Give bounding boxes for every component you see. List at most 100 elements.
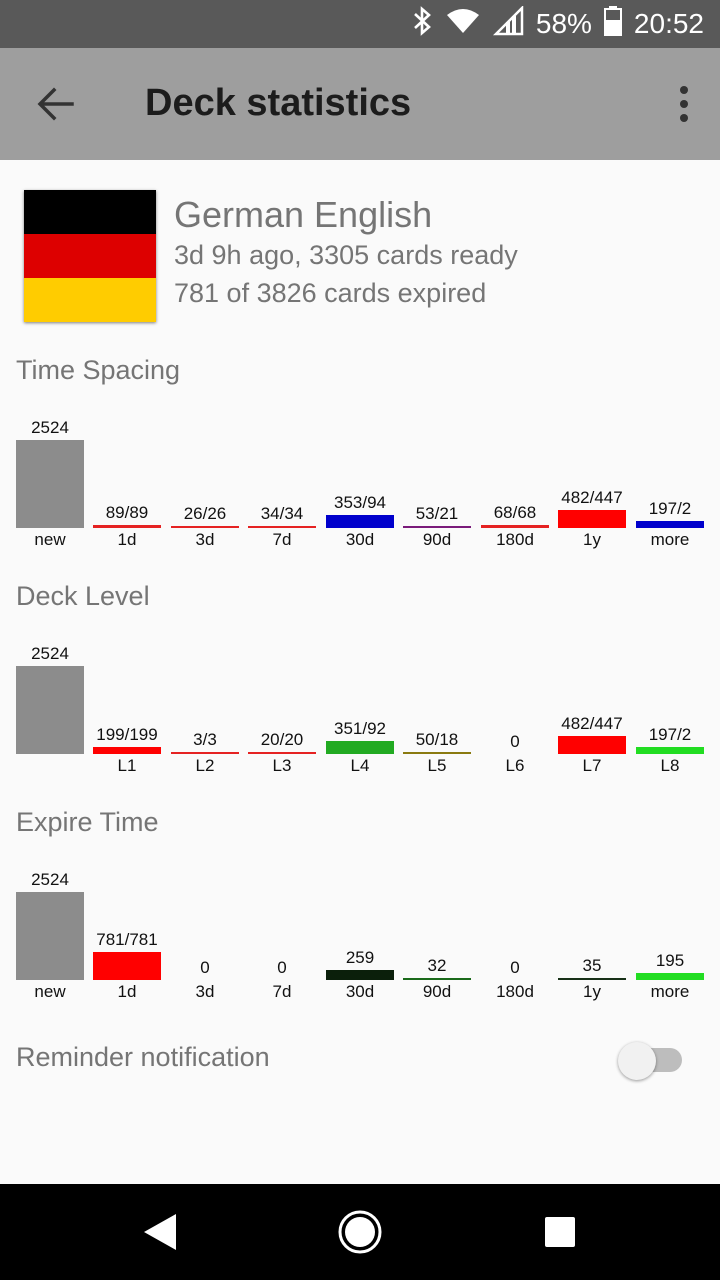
bar	[636, 747, 704, 754]
bar-column: 351/92 L4	[326, 626, 394, 786]
bar-value-label: 351/92	[334, 719, 386, 738]
bar-category-label: L5	[427, 756, 447, 775]
bar-column: 0 7d	[248, 852, 316, 1012]
bar-value-label: 195	[655, 951, 685, 970]
bar-category-label: 90d	[422, 530, 452, 549]
recents-square-icon[interactable]	[536, 1208, 584, 1256]
arrow-left-icon[interactable]	[28, 76, 84, 132]
section-title-time-spacing: Time Spacing	[16, 355, 181, 385]
bar	[403, 526, 471, 528]
bar-value-label: 68/68	[493, 503, 537, 522]
bar-category-label: 90d	[422, 982, 452, 1001]
bar	[248, 752, 316, 754]
clock: 20:52	[633, 8, 704, 39]
bar-column: 32 90d	[403, 852, 471, 1012]
bar-column: 0 3d	[171, 852, 239, 1012]
bar-column: 26/26 3d	[171, 400, 239, 560]
bar-column: 20/20 L3	[248, 626, 316, 786]
bar-category-label: 7d	[272, 982, 292, 1001]
bar-column: 781/781 1d	[93, 852, 161, 1012]
bar-category-label: more	[650, 530, 690, 549]
time-spacing-chart: 2524 new 89/89 1d 26/26 3d 34/34 7d 353/94 30d 53/…	[0, 400, 720, 560]
bar-column: 195 more	[636, 852, 704, 1012]
bar-column: 199/199 L1	[93, 626, 161, 786]
more-vertical-icon[interactable]	[654, 76, 702, 132]
flag-icon	[24, 190, 156, 322]
bar	[16, 440, 84, 528]
reminder-toggle[interactable]	[618, 1042, 682, 1080]
bar	[326, 741, 394, 754]
app-bar: Deck statistics	[0, 48, 720, 160]
bar-value-label: 32	[427, 956, 447, 975]
bar-category-label: 30d	[345, 982, 375, 1001]
section-title-expire-time: Expire Time	[16, 807, 159, 837]
bar-category-label: new	[34, 530, 66, 549]
navigation-bar	[0, 1184, 720, 1280]
deck-last-review: 3d 9h ago, 3305 cards ready	[174, 240, 518, 270]
bar-column: 482/447 L7	[558, 626, 626, 786]
bar-column: 0 180d	[481, 852, 549, 1012]
expire-time-chart: 2524 new 781/781 1d 0 3d 0 7d 259 30d 32 90d 0 180d 35…	[0, 852, 720, 1012]
bar-category-label: L8	[660, 756, 680, 775]
bar-value-label: 0	[200, 958, 210, 977]
battery-percent: 58%	[535, 8, 592, 39]
bluetooth-icon	[412, 5, 434, 43]
status-bar: 58% 20:52	[0, 0, 720, 48]
bar-category-label: L1	[117, 756, 137, 775]
bar-value-label: 197/2	[648, 725, 692, 744]
bar-column: 482/447 1y	[558, 400, 626, 560]
bar-category-label: 3d	[195, 530, 215, 549]
bar	[403, 978, 471, 980]
bar	[93, 747, 161, 754]
signal-icon	[492, 4, 524, 43]
bar-value-label: 89/89	[105, 503, 149, 522]
bar-value-label: 53/21	[415, 504, 459, 523]
bar-category-label: 180d	[496, 530, 534, 549]
bar	[403, 752, 471, 754]
bar-column: 197/2 more	[636, 400, 704, 560]
bar-value-label: 0	[277, 958, 287, 977]
bar-category-label: L2	[195, 756, 215, 775]
bar-value-label: 781/781	[96, 930, 158, 949]
bar-category-label: 30d	[345, 530, 375, 549]
bar-category-label: 1y	[583, 530, 601, 549]
bar-category-label: 1d	[117, 982, 137, 1001]
page-title: Deck statistics	[145, 82, 412, 124]
bar	[16, 666, 84, 754]
bar-value-label: 2524	[31, 870, 69, 889]
bar-column: 2524	[16, 626, 84, 786]
deck-level-chart: 2524 199/199 L1 3/3 L2 20/20 L3 351/92 L4 50/18 L5…	[0, 626, 720, 786]
bar-value-label: 20/20	[260, 730, 304, 749]
section-title-deck-level: Deck Level	[16, 581, 150, 611]
bar	[636, 973, 704, 980]
back-triangle-icon[interactable]	[136, 1208, 184, 1256]
bar	[171, 752, 239, 754]
bar	[558, 978, 626, 980]
bar	[481, 525, 549, 528]
bar	[93, 952, 161, 980]
bar-column: 2524 new	[16, 400, 84, 560]
bar-column: 353/94 30d	[326, 400, 394, 560]
home-circle-icon[interactable]	[336, 1208, 384, 1256]
bar-column: 2524 new	[16, 852, 84, 1012]
bar-column: 197/2 L8	[636, 626, 704, 786]
bar	[248, 526, 316, 528]
bar-column: 35 1y	[558, 852, 626, 1012]
reminder-label: Reminder notification	[16, 1042, 270, 1072]
bar-category-label: 3d	[195, 982, 215, 1001]
bar	[326, 970, 394, 980]
bar-column: 89/89 1d	[93, 400, 161, 560]
bar-column: 259 30d	[326, 852, 394, 1012]
bar-category-label: 1d	[117, 530, 137, 549]
bar	[558, 510, 626, 528]
bar-value-label: 0	[510, 732, 520, 751]
bar	[326, 515, 394, 528]
bar-value-label: 199/199	[96, 725, 158, 744]
bar	[558, 736, 626, 754]
bar-category-label: L3	[272, 756, 292, 775]
bar-category-label: L4	[350, 756, 370, 775]
bar	[636, 521, 704, 528]
bar-category-label: L6	[505, 756, 525, 775]
bar-category-label: more	[650, 982, 690, 1001]
bar-value-label: 26/26	[183, 504, 227, 523]
